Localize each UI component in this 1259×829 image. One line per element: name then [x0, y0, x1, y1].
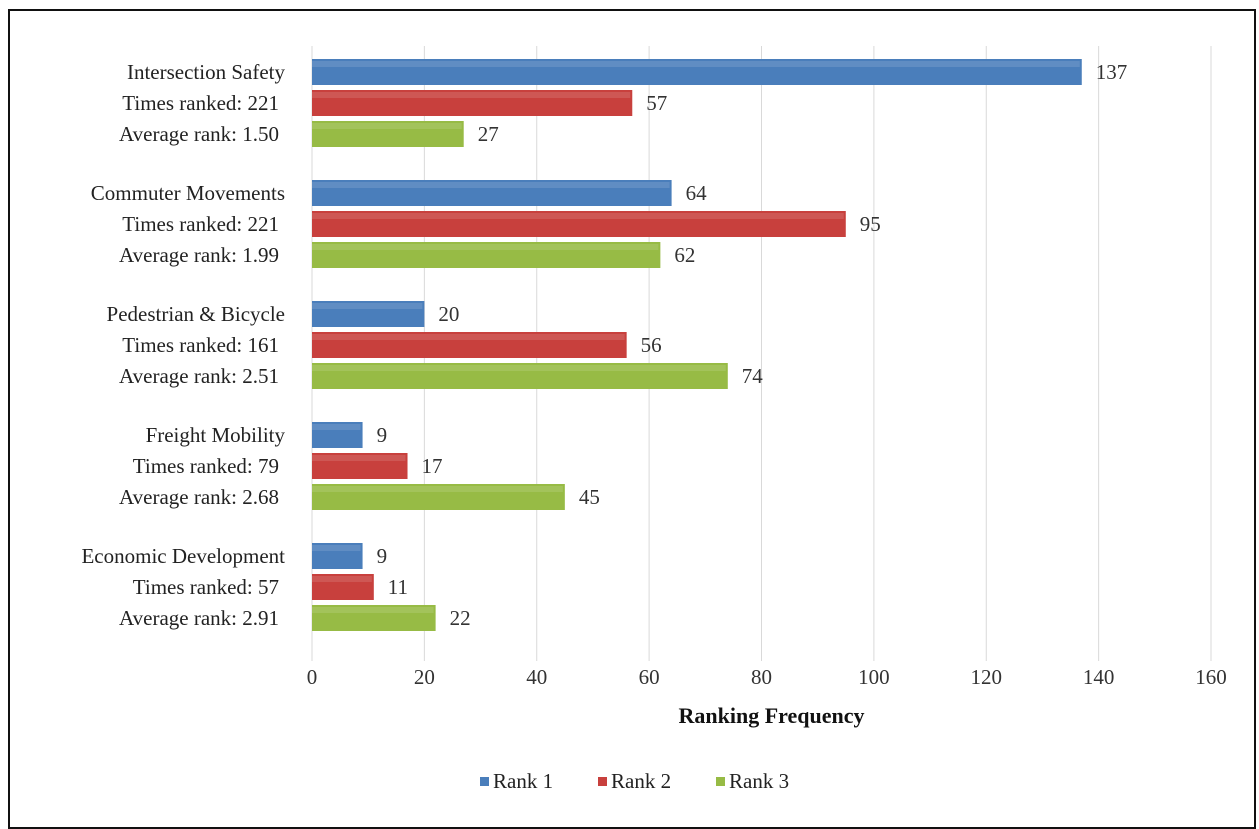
data-label: 9	[377, 423, 388, 447]
bar-highlight	[312, 545, 361, 551]
category-times-ranked: Times ranked: 79	[133, 454, 279, 478]
category-times-ranked: Times ranked: 161	[122, 333, 279, 357]
category-average-rank: Average rank: 1.99	[119, 243, 279, 267]
category-average-rank: Average rank: 2.68	[119, 485, 279, 509]
chart-frame: 137 57 27 64 95 62 20 56 74 9 17 45 9 11 22 Intersecti…	[8, 9, 1256, 829]
legend-label: Rank 3	[729, 769, 789, 793]
x-tick-labels: 0 20 40 60 80 100 120 140 160	[307, 665, 1227, 689]
bar-highlight	[312, 576, 372, 582]
bar-highlight	[312, 213, 844, 219]
category-average-rank: Average rank: 1.50	[119, 122, 279, 146]
category-average-rank: Average rank: 2.51	[119, 364, 279, 388]
data-label: 9	[377, 544, 388, 568]
bars	[312, 59, 1082, 631]
bar-highlight	[312, 455, 406, 461]
bar-highlight	[312, 365, 726, 371]
data-label: 74	[742, 364, 764, 388]
bar-highlight	[312, 61, 1080, 67]
bar-highlight	[312, 244, 658, 250]
bar-highlight	[312, 92, 630, 98]
legend-swatch	[598, 777, 607, 786]
category-times-ranked: Times ranked: 221	[122, 91, 279, 115]
category-name: Freight Mobility	[146, 423, 286, 447]
x-tick-label: 40	[526, 665, 547, 689]
data-label: 17	[422, 454, 443, 478]
x-tick-label: 80	[751, 665, 772, 689]
category-labels: Intersection Safety Times ranked: 221 Aver…	[81, 60, 285, 630]
bar-highlight	[312, 486, 563, 492]
legend-swatch	[480, 777, 489, 786]
data-label: 57	[646, 91, 667, 115]
data-label: 22	[450, 606, 471, 630]
category-name: Commuter Movements	[91, 181, 285, 205]
x-tick-label: 120	[971, 665, 1003, 689]
bar-highlight	[312, 303, 422, 309]
x-tick-label: 20	[414, 665, 435, 689]
category-times-ranked: Times ranked: 221	[122, 212, 279, 236]
x-tick-label: 60	[639, 665, 660, 689]
category-average-rank: Average rank: 2.91	[119, 606, 279, 630]
data-label: 11	[388, 575, 408, 599]
bar-highlight	[312, 334, 625, 340]
data-label: 95	[860, 212, 881, 236]
legend-label: Rank 1	[493, 769, 553, 793]
data-label: 20	[438, 302, 459, 326]
legend: Rank 1 Rank 2 Rank 3	[480, 769, 789, 793]
category-name: Economic Development	[81, 544, 285, 568]
bar-highlight	[312, 123, 462, 129]
x-axis-title: Ranking Frequency	[678, 703, 864, 728]
data-label: 45	[579, 485, 600, 509]
legend-swatch	[716, 777, 725, 786]
legend-label: Rank 2	[611, 769, 671, 793]
data-label: 64	[686, 181, 708, 205]
bar-highlight	[312, 424, 361, 430]
category-times-ranked: Times ranked: 57	[133, 575, 279, 599]
x-tick-label: 0	[307, 665, 318, 689]
data-label: 27	[478, 122, 499, 146]
data-label: 62	[674, 243, 695, 267]
category-name: Pedestrian & Bicycle	[107, 302, 285, 326]
x-tick-label: 140	[1083, 665, 1115, 689]
category-name: Intersection Safety	[127, 60, 286, 84]
bar-highlight	[312, 607, 434, 613]
data-label: 137	[1096, 60, 1128, 84]
x-tick-label: 100	[858, 665, 890, 689]
bar-highlight	[312, 182, 670, 188]
data-label: 56	[641, 333, 662, 357]
x-tick-label: 160	[1195, 665, 1227, 689]
